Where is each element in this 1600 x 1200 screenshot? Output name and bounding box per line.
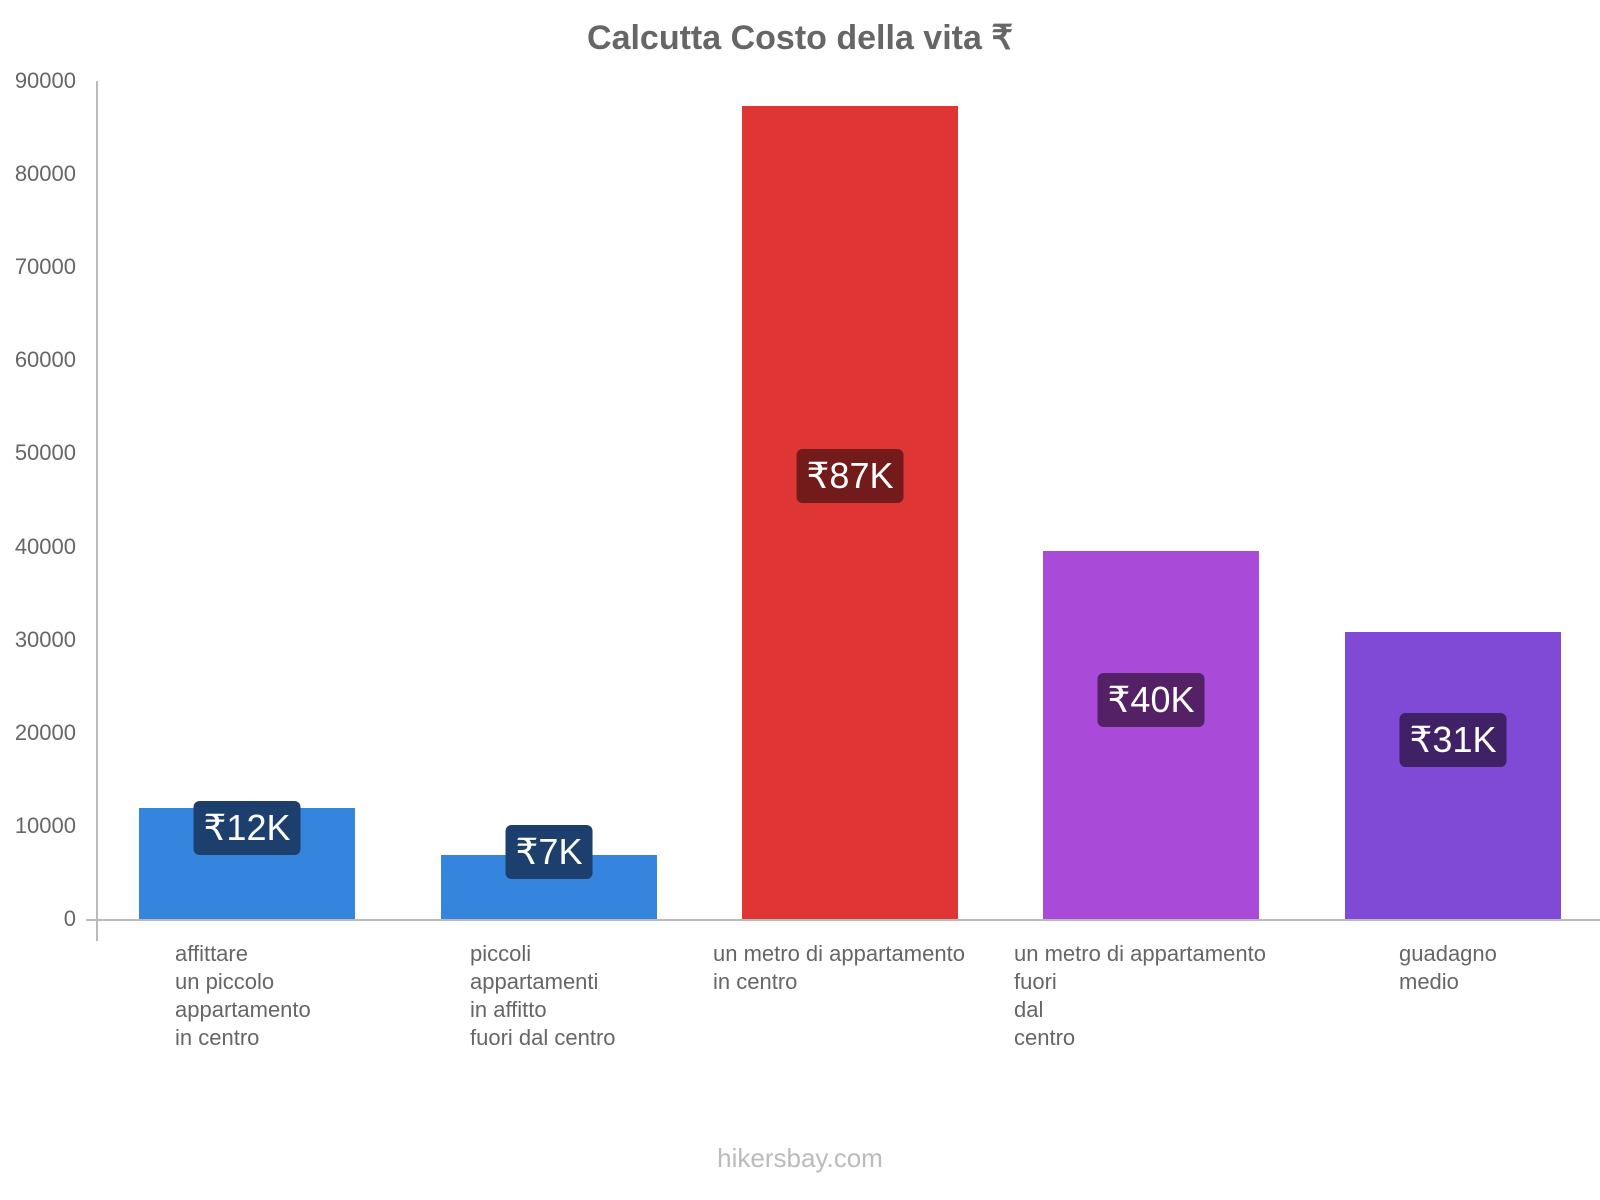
y-tick-label: 0 [63,906,76,931]
x-tick-label: affittare un piccolo appartamento in cen… [175,941,311,1050]
bar-value-label: ₹7K [505,825,593,879]
x-axis-line [86,919,1600,921]
y-tick-label: 40000 [14,533,76,559]
y-tick-label: 80000 [14,161,76,187]
bar[interactable] [1345,632,1561,919]
y-tick-label: 10000 [14,812,76,838]
y-tick-label: 90000 [14,68,76,93]
bar[interactable] [1043,551,1259,919]
y-axis-line [96,81,98,941]
chart-title: Calcutta Costo della vita ₹ [587,19,1013,57]
footer-watermark: hikersbay.com [717,1143,883,1173]
bar-value-label: ₹31K [1399,713,1507,767]
bar-value-label: ₹40K [1097,673,1205,727]
x-tick-label: piccoli appartamenti in affitto fuori da… [470,941,616,1050]
bar-value-label: ₹12K [193,801,301,855]
y-tick-label: 60000 [14,347,76,373]
bar-value-label: ₹87K [796,449,904,503]
x-tick-label: un metro di appartamento fuori dal centr… [1014,941,1266,1050]
y-tick-label: 50000 [14,440,76,466]
x-tick-label: un metro di appartamento in centro [713,941,965,994]
bar[interactable] [742,106,958,919]
y-tick-label: 30000 [14,626,76,652]
y-tick-label: 70000 [14,254,76,280]
y-tick-label: 20000 [14,719,76,745]
x-tick-label: guadagno medio [1399,941,1497,994]
